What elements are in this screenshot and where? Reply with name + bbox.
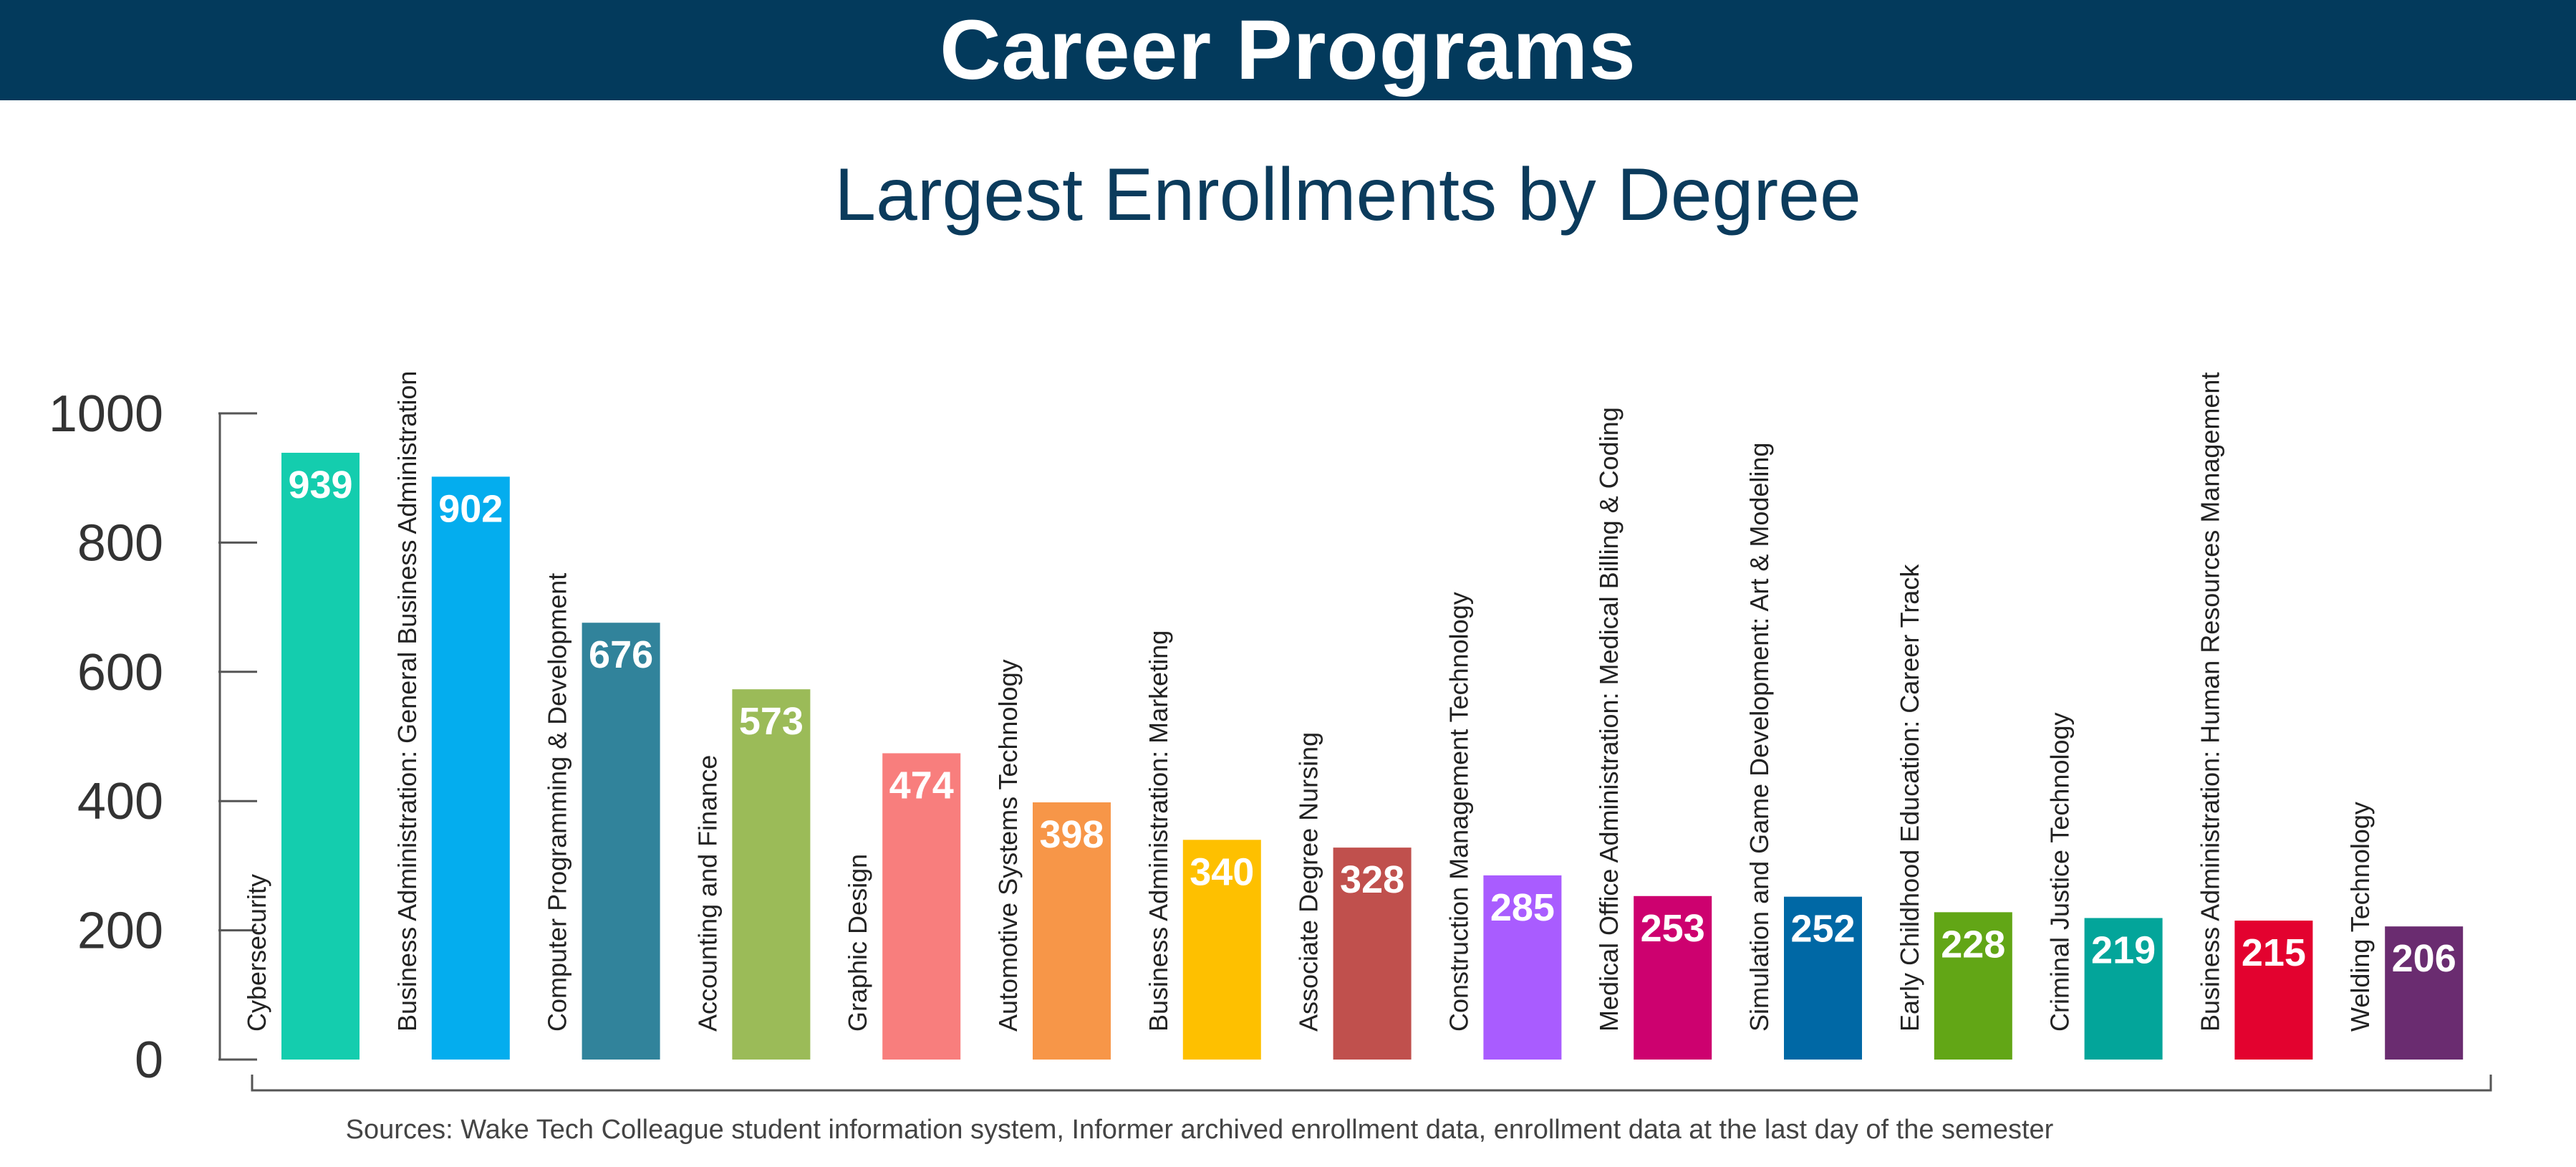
bar <box>281 453 360 1060</box>
bar <box>431 476 510 1060</box>
y-tick-label: 0 <box>135 1032 163 1089</box>
bar-value-label: 902 <box>438 487 503 530</box>
bar-value-label: 328 <box>1340 858 1404 901</box>
bar-value-label: 219 <box>2091 928 2156 971</box>
category-label: Business Administration: Marketing <box>1144 630 1173 1032</box>
banner-title: Career Programs <box>940 3 1636 97</box>
bar <box>1033 802 1111 1060</box>
category-label: Business Administration: General Busines… <box>392 371 422 1032</box>
category-label: Computer Programming & Development <box>543 573 572 1032</box>
bar-value-label: 215 <box>2242 931 2306 974</box>
category-label: Accounting and Finance <box>693 755 722 1032</box>
y-tick-label: 200 <box>77 903 163 960</box>
y-tick-label: 400 <box>77 773 163 830</box>
bar <box>2385 926 2464 1060</box>
bar-value-label: 340 <box>1190 850 1254 893</box>
bar-value-label: 398 <box>1039 813 1104 856</box>
source-note: Sources: Wake Tech Colleague student inf… <box>345 1115 2054 1145</box>
bar <box>582 623 660 1060</box>
bar <box>1182 840 1261 1060</box>
y-tick-label: 1000 <box>49 385 163 443</box>
bar <box>1634 895 1712 1060</box>
bar-value-label: 939 <box>288 464 352 506</box>
bar <box>882 753 961 1060</box>
category-label: Graphic Design <box>843 854 872 1032</box>
category-label: Medical Office Administration: Medical B… <box>1594 407 1624 1032</box>
bar-value-label: 676 <box>589 633 653 676</box>
bar-value-label: 252 <box>1790 908 1855 951</box>
category-label: Criminal Justice Technology <box>2045 712 2075 1032</box>
category-label: Construction Management Technology <box>1444 592 1473 1032</box>
category-label: Associate Degree Nursing <box>1294 732 1323 1032</box>
bar-value-label: 228 <box>1941 923 2005 966</box>
bar-value-label: 573 <box>739 700 804 743</box>
category-label: Simulation and Game Development: Art & M… <box>1745 443 1774 1032</box>
header-banner: Career Programs <box>0 0 2576 100</box>
bar <box>1333 847 1412 1060</box>
y-tick-label: 800 <box>77 514 163 572</box>
bar <box>1934 912 2012 1060</box>
chart-title: Largest Enrollments by Degree <box>834 153 1861 236</box>
bar <box>2234 921 2313 1060</box>
bar-value-label: 285 <box>1490 886 1555 929</box>
category-label: Automotive Systems Technology <box>993 659 1023 1032</box>
bar <box>1483 875 1562 1060</box>
category-label: Business Administration: Human Resources… <box>2195 373 2224 1032</box>
category-label: Early Childhood Education: Career Track <box>1895 564 1924 1032</box>
bar <box>2084 918 2163 1060</box>
bar <box>1784 896 1862 1060</box>
y-tick-label: 600 <box>77 644 163 701</box>
x-axis-bracket <box>251 1075 2492 1092</box>
bar <box>732 689 811 1060</box>
bar-value-label: 253 <box>1641 907 1705 950</box>
category-label: Welding Technology <box>2345 802 2375 1032</box>
category-label: Cybersecurity <box>242 874 271 1032</box>
bar-value-label: 206 <box>2392 937 2456 980</box>
bar-value-label: 474 <box>889 764 954 807</box>
